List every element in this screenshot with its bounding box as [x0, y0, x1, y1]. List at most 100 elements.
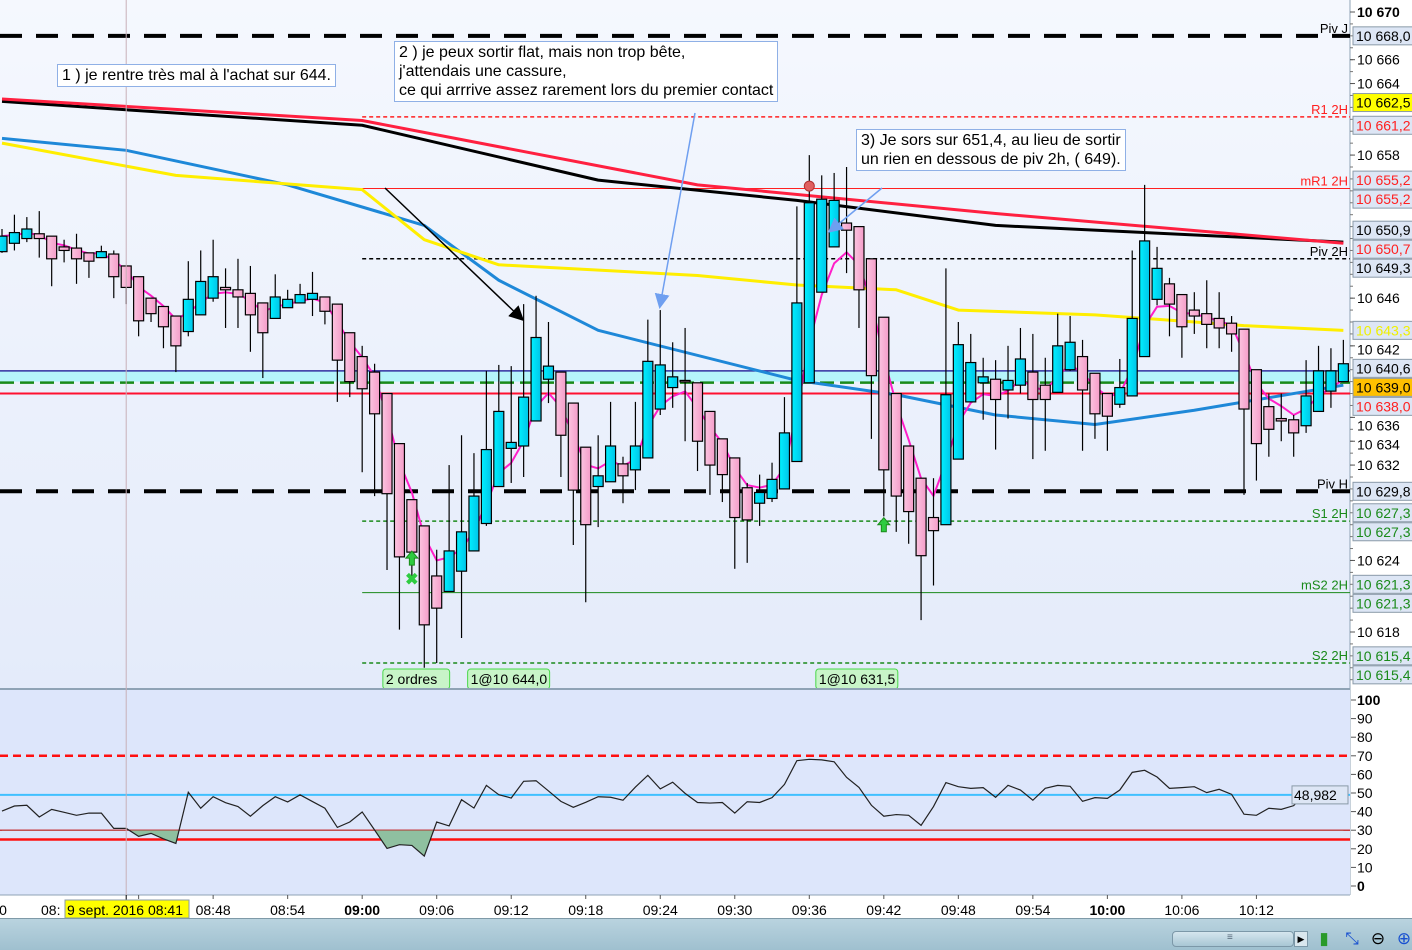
- candle-body: [257, 302, 269, 334]
- candle-body: [468, 495, 480, 552]
- candle: [766, 462, 778, 503]
- candle-body: [1312, 370, 1325, 413]
- trading-chart[interactable]: Piv J R1 2H mR1 2H Piv 2H Piv H S1 2H mS2 2H S2…: [0, 0, 1412, 918]
- candle: [803, 155, 815, 384]
- candle-body: [33, 233, 45, 240]
- arrow-flat-exit: [654, 112, 696, 309]
- price-tag-box: [1352, 320, 1412, 340]
- candle: [704, 410, 716, 495]
- candle: [1014, 327, 1027, 394]
- candle-body: [567, 402, 579, 491]
- candle: [58, 239, 70, 263]
- candle: [455, 435, 468, 638]
- candle-body: [1275, 417, 1287, 422]
- trade-label: 1@10 631,5: [815, 668, 899, 688]
- candle: [778, 397, 791, 490]
- candle-body: [667, 376, 679, 389]
- rsi-tick-label: 80: [1357, 729, 1373, 745]
- price-tag: 10 640,6: [1356, 360, 1411, 376]
- annotation-2[interactable]: 2 ) je peux sortir flat, mais non trop b…: [394, 41, 779, 102]
- annotation-3[interactable]: 3) Je sors sur 651,4, au lieu de sortir …: [856, 129, 1126, 171]
- candle: [1263, 393, 1275, 457]
- candle: [716, 438, 728, 503]
- candle: [853, 226, 865, 328]
- candle: [1114, 358, 1126, 408]
- horizontal-scrollbar[interactable]: ≡: [1172, 931, 1294, 947]
- trade-label-box: [815, 668, 899, 688]
- x-tick-label: 09:24: [643, 902, 678, 918]
- rsi-tick-label: 70: [1357, 748, 1373, 764]
- candle: [21, 217, 33, 243]
- candle: [1002, 345, 1014, 419]
- candle: [1225, 316, 1238, 352]
- candle: [952, 321, 964, 460]
- zoom-out-icon[interactable]: ⊖: [1370, 929, 1386, 948]
- candle-body: [1114, 386, 1126, 405]
- candle: [1201, 280, 1213, 349]
- y-tick-label: 10 634: [1357, 436, 1400, 452]
- candle-body: [1089, 372, 1101, 415]
- price-panel[interactable]: [0, 0, 1350, 688]
- candle-body: [977, 376, 989, 384]
- candle: [1288, 414, 1300, 457]
- price-tag: 10 661,2: [1356, 117, 1411, 133]
- x-tick-label: 09:54: [1015, 902, 1050, 918]
- candle-body: [1126, 317, 1138, 397]
- zoom-in-icon[interactable]: ⊕: [1396, 929, 1412, 948]
- rsi-panel[interactable]: [0, 690, 1350, 895]
- candle-body: [1337, 363, 1349, 383]
- candle-body: [1263, 406, 1275, 430]
- scroll-right-icon[interactable]: ▶: [1294, 931, 1308, 947]
- level-label: Piv J: [1320, 21, 1348, 36]
- price-tag-box: [1352, 93, 1412, 113]
- candle: [890, 392, 902, 532]
- trade-label: 2 ordres: [382, 668, 451, 688]
- y-tick-label: 10 664: [1357, 76, 1400, 92]
- price-tag: 10 639,0: [1356, 379, 1411, 395]
- price-tag-box: [1352, 358, 1412, 378]
- candle: [667, 342, 679, 408]
- candle: [170, 315, 182, 373]
- arrow-entry: [384, 187, 525, 322]
- candle-body: [443, 550, 455, 593]
- candle-body: [1151, 267, 1163, 300]
- x-tick-label: 09:12: [494, 902, 529, 918]
- candle-body: [8, 231, 21, 244]
- x-tick-label: 09:30: [717, 902, 752, 918]
- candle-body: [865, 258, 878, 377]
- rsi-tick-label: 0: [1357, 878, 1365, 894]
- price-tag: 10 615,4: [1356, 667, 1411, 683]
- level-label: S2 2H: [1312, 648, 1348, 663]
- candle: [555, 371, 567, 477]
- price-tag: 10 668,0: [1356, 28, 1411, 44]
- price-axis[interactable]: [1350, 0, 1412, 688]
- zoom-fit-icon[interactable]: ⤡: [1345, 929, 1359, 948]
- candle-body: [778, 432, 791, 490]
- y-tick-label: 10 658: [1357, 147, 1400, 163]
- candle-body: [381, 392, 393, 495]
- candle-body: [1039, 384, 1051, 401]
- annotation-arrows: [384, 112, 883, 322]
- price-tag-box: [1352, 26, 1412, 46]
- candle: [1275, 393, 1287, 442]
- candle: [108, 250, 120, 299]
- price-tag: 10 627,3: [1356, 524, 1411, 540]
- candle: [816, 175, 828, 293]
- annotation-3-line-2: un rien en dessous de piv 2h, ( 649).: [861, 151, 1121, 168]
- candle: [965, 333, 977, 403]
- chart-properties-icon[interactable]: ▮: [1319, 929, 1329, 948]
- price-tag: 10 662,5: [1356, 95, 1411, 111]
- candle-body: [1225, 322, 1238, 335]
- price-tag-box: [1352, 396, 1412, 416]
- time-axis[interactable]: [0, 895, 1412, 918]
- candle: [903, 445, 915, 544]
- candle: [381, 392, 393, 570]
- candle: [518, 304, 530, 477]
- candle-body: [157, 305, 170, 328]
- rsi-tick-label: 90: [1357, 711, 1373, 727]
- candle-body: [1076, 355, 1089, 391]
- annotation-1[interactable]: 1 ) je rentre très mal à l'achat sur 644…: [57, 64, 336, 87]
- price-tag-box: [1352, 522, 1412, 542]
- candle: [8, 214, 21, 251]
- candle-body: [853, 226, 865, 291]
